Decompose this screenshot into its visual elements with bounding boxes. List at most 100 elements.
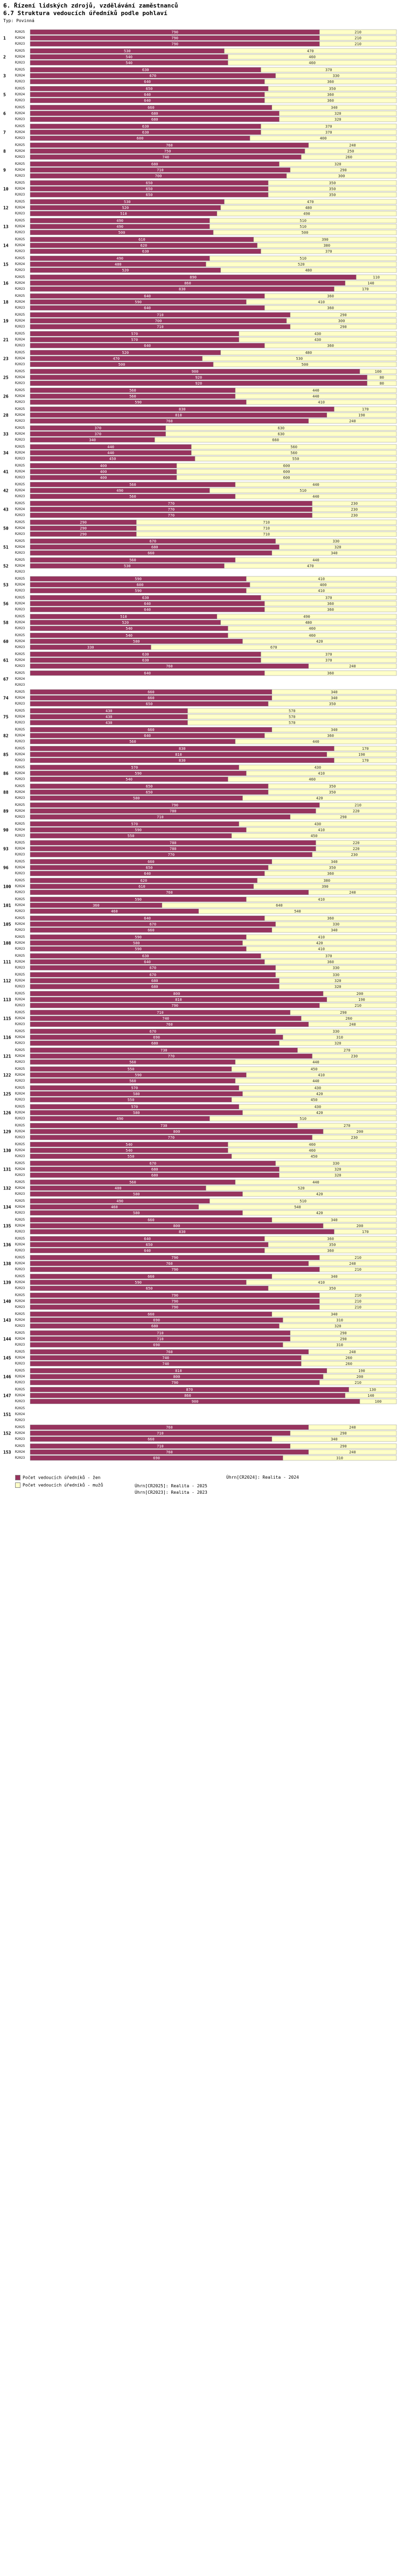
value-label-men: 310 xyxy=(336,1343,343,1347)
value-label-women: 660 xyxy=(148,690,155,694)
bar-men xyxy=(261,595,397,601)
value-label-women: 810 xyxy=(175,413,182,417)
value-label-men: 210 xyxy=(354,1268,361,1272)
value-label-women: 710 xyxy=(157,325,164,329)
value-label-men: 430 xyxy=(314,1086,321,1090)
legend-item-women: Počet vedoucích úředníků - žen xyxy=(15,1475,101,1480)
row-label: R2023 xyxy=(15,740,25,743)
row-label: R2023 xyxy=(15,1268,25,1271)
bar-men xyxy=(213,361,397,367)
bar-men xyxy=(271,927,397,933)
bar-men xyxy=(323,1129,397,1134)
bar-men xyxy=(264,915,397,921)
value-label-men: 350 xyxy=(329,790,336,795)
value-label-women: 650 xyxy=(146,181,153,185)
row-label: R2023 xyxy=(15,363,25,366)
value-label-women: 760 xyxy=(166,1450,173,1454)
value-label-men: 200 xyxy=(357,1224,364,1228)
row-label: R2023 xyxy=(15,381,25,385)
row-label: R2024 xyxy=(15,187,25,191)
value-label-men: 600 xyxy=(283,476,290,480)
bar-men xyxy=(264,1236,397,1242)
value-label-women: 630 xyxy=(142,954,149,958)
value-label-women: 490 xyxy=(116,256,123,261)
row-label: R2024 xyxy=(15,677,25,681)
bar-men xyxy=(271,1217,397,1223)
group-code: 53 xyxy=(3,583,9,588)
bar-men xyxy=(312,512,397,518)
row-label: R2024 xyxy=(15,36,25,40)
value-label-women: 800 xyxy=(173,1224,180,1228)
row-label: R2025 xyxy=(15,747,25,750)
row-label: R2023 xyxy=(15,99,25,102)
page-title: 6. Řízení lidských zdrojů, vzdělávání za… xyxy=(3,2,178,9)
value-label-women: 710 xyxy=(157,1444,164,1449)
value-label-men: 260 xyxy=(345,1362,352,1366)
value-label-men: 510 xyxy=(299,256,307,261)
row-label: R2023 xyxy=(15,1230,25,1234)
value-label-men: 380 xyxy=(323,879,330,883)
group-code: 82 xyxy=(3,734,9,739)
row-label: R2024 xyxy=(15,1299,25,1303)
row-label: R2025 xyxy=(15,1143,25,1146)
value-label-men: 320 xyxy=(335,985,342,989)
value-label-women: 770 xyxy=(168,1136,175,1140)
value-label-women: 780 xyxy=(170,847,177,851)
bar-men xyxy=(227,60,397,66)
group-code: 105 xyxy=(3,922,11,927)
group-code: 18 xyxy=(3,300,9,305)
row-label: R2025 xyxy=(15,1161,25,1165)
row-label: R2024 xyxy=(15,93,25,96)
value-label-women: 710 xyxy=(157,815,164,819)
value-label-men: 110 xyxy=(373,275,380,280)
group-code: 60 xyxy=(3,639,9,644)
value-label-men: 370 xyxy=(325,652,332,657)
value-label-men: 210 xyxy=(354,1256,361,1260)
row-label: R2025 xyxy=(15,502,25,505)
value-label-men: 340 xyxy=(331,928,338,932)
value-label-women: 830 xyxy=(179,758,186,763)
value-label-women: 630 xyxy=(142,68,149,72)
value-label-men: 290 xyxy=(340,325,347,329)
value-label-men: 230 xyxy=(351,513,358,518)
value-label-women: 540 xyxy=(126,626,133,631)
value-label-men: 170 xyxy=(362,747,369,751)
value-label-women: 650 xyxy=(146,187,153,191)
row-label: R2024 xyxy=(15,470,25,474)
row-label: R2024 xyxy=(15,1262,25,1265)
value-label-women: 570 xyxy=(131,332,138,336)
bar-men xyxy=(239,331,397,337)
group-code: 115 xyxy=(3,1017,11,1021)
bar-men xyxy=(187,720,397,726)
bar-men xyxy=(264,670,397,676)
value-label-women: 920 xyxy=(195,375,202,380)
bar-men xyxy=(290,1430,397,1436)
value-label-women: 570 xyxy=(131,1086,138,1090)
value-label-women: 700 xyxy=(155,319,162,323)
value-label-men: 350 xyxy=(329,193,336,197)
value-label-women: 430 xyxy=(106,709,113,713)
value-label-men: 210 xyxy=(354,1299,361,1304)
value-label-women: 630 xyxy=(142,596,149,600)
value-label-women: 290 xyxy=(80,526,87,531)
value-label-men: 350 xyxy=(329,1286,336,1291)
row-label: R2023 xyxy=(15,1400,25,1403)
value-label-men: 540 xyxy=(294,1205,301,1209)
value-label-women: 640 xyxy=(144,93,151,97)
value-label-men: 210 xyxy=(354,30,361,34)
value-label-women: 770 xyxy=(168,1054,175,1059)
value-label-women: 640 xyxy=(144,734,151,738)
value-label-men: 240 xyxy=(349,419,356,423)
value-label-men: 430 xyxy=(314,1105,321,1109)
bar-men xyxy=(162,902,397,908)
value-label-men: 570 xyxy=(289,709,296,713)
row-label: R2025 xyxy=(15,30,25,34)
value-label-men: 350 xyxy=(329,1243,336,1247)
value-label-women: 690 xyxy=(153,1456,160,1460)
bar-men xyxy=(282,1455,397,1461)
bar-men xyxy=(136,525,397,531)
value-label-men: 300 xyxy=(338,319,345,323)
bar-men xyxy=(198,1204,397,1210)
bar-men xyxy=(319,1292,397,1298)
value-label-women: 650 xyxy=(146,790,153,795)
